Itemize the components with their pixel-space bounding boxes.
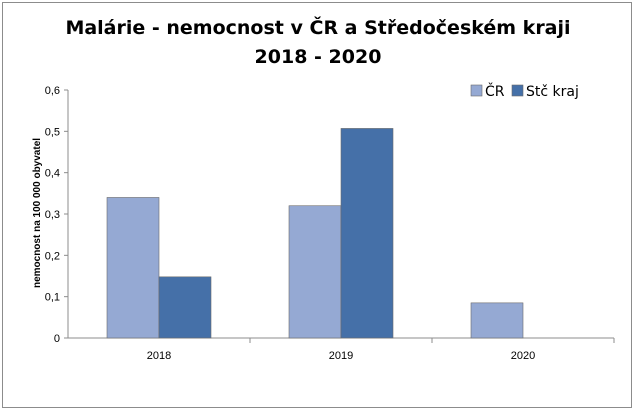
chart-subtitle: 2018 - 2020	[254, 46, 382, 68]
bars	[106, 128, 524, 339]
bar-stč-kraj-2018	[158, 276, 212, 339]
y-axis-label: nemocnost na 100 000 obyvatel	[32, 138, 43, 288]
x-tick-label: 2018	[147, 350, 171, 362]
legend-swatch	[470, 84, 483, 97]
bar-čr-2018	[106, 197, 160, 339]
legend-swatch	[511, 84, 524, 97]
legend-label: Stč kraj	[526, 84, 579, 100]
x-tick-label: 2019	[329, 350, 353, 362]
chart-title: Malárie - nemocnost v ČR a Středočeském …	[65, 17, 571, 39]
y-tick-label: 0	[54, 333, 60, 345]
bar-stč-kraj-2019	[340, 128, 394, 339]
y-tick-label: 0,1	[45, 292, 60, 304]
legend: ČR Stč kraj	[470, 82, 579, 100]
y-tick-label: 0,3	[45, 209, 60, 221]
y-tick-label: 0,6	[45, 85, 60, 97]
tick-labels: 0 0,1 0,2 0,3 0,4 0,5 0,6 2018 2019 2020	[45, 85, 536, 362]
bar-čr-2020	[470, 302, 524, 339]
bar-čr-2019	[288, 205, 342, 339]
y-tick-label: 0,5	[45, 126, 60, 138]
legend-label: ČR	[485, 82, 505, 100]
y-tick-label: 0,4	[45, 168, 60, 180]
y-tick-label: 0,2	[45, 250, 60, 262]
x-tick-label: 2020	[511, 350, 535, 362]
